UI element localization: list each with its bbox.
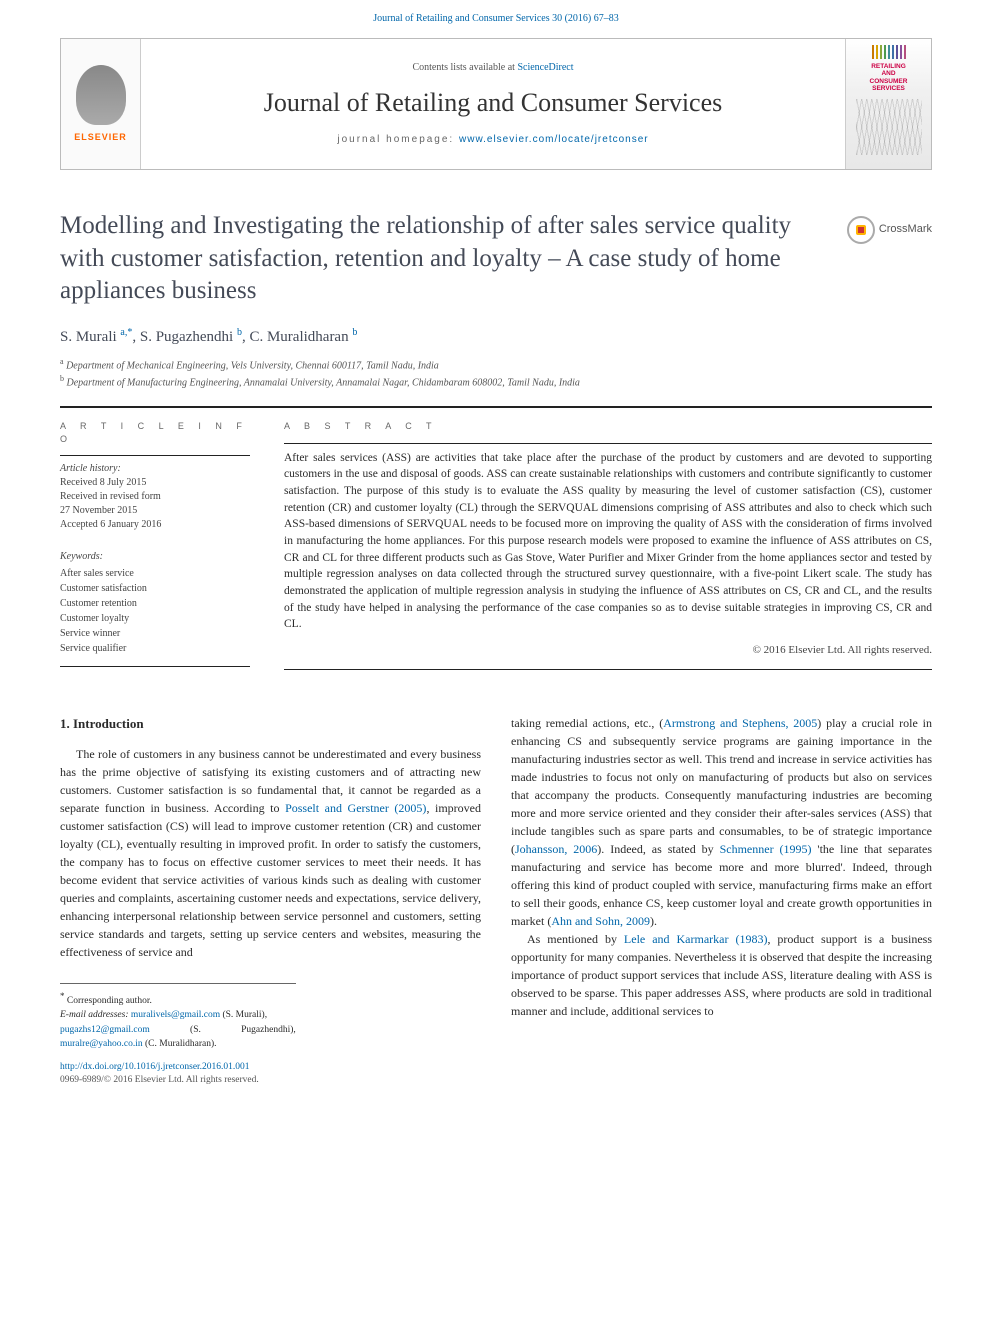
cover-mesh-graphic bbox=[856, 99, 922, 155]
divider bbox=[284, 443, 932, 444]
article-info-block: A R T I C L E I N F O Article history: R… bbox=[60, 420, 250, 675]
citation-link[interactable]: Johansson, 2006 bbox=[515, 842, 597, 856]
body-column-right: taking remedial actions, etc., (Armstron… bbox=[511, 714, 932, 1052]
author-2: S. Pugazhendhi b bbox=[140, 329, 242, 345]
divider bbox=[284, 669, 932, 670]
cover-title: RETAILING AND CONSUMER SERVICES bbox=[870, 63, 908, 93]
body-paragraph: As mentioned by Lele and Karmarkar (1983… bbox=[511, 930, 932, 1020]
article-title: Modelling and Investigating the relation… bbox=[60, 210, 827, 308]
citation-link[interactable]: Schmenner (1995) bbox=[720, 842, 812, 856]
keywords-label: Keywords: bbox=[60, 550, 250, 564]
crossmark-badge[interactable]: CrossMark bbox=[847, 216, 932, 244]
elsevier-tree-icon bbox=[76, 65, 126, 125]
divider bbox=[60, 406, 932, 408]
article-history-label: Article history: bbox=[60, 462, 250, 476]
citation-link[interactable]: Ahn and Sohn, 2009 bbox=[551, 914, 650, 928]
keyword: After sales service bbox=[60, 566, 250, 581]
abstract-text: After sales services (ASS) are activitie… bbox=[284, 450, 932, 633]
journal-name: Journal of Retailing and Consumer Servic… bbox=[151, 85, 835, 121]
keyword: Customer loyalty bbox=[60, 611, 250, 626]
divider bbox=[60, 455, 250, 456]
email-addresses: E-mail addresses: muralivels@gmail.com (… bbox=[60, 1008, 296, 1051]
email-link[interactable]: pugazhs12@gmail.com bbox=[60, 1025, 150, 1035]
history-line: 27 November 2015 bbox=[60, 504, 250, 518]
homepage-link[interactable]: www.elsevier.com/locate/jretconser bbox=[459, 134, 649, 145]
journal-homepage-line: journal homepage: www.elsevier.com/locat… bbox=[151, 133, 835, 147]
affiliations: a Department of Mechanical Engineering, … bbox=[60, 356, 932, 391]
issn-copyright: 0969-6989/© 2016 Elsevier Ltd. All right… bbox=[60, 1074, 932, 1087]
homepage-label: journal homepage: bbox=[337, 134, 459, 145]
citation-link[interactable]: Posselt and Gerstner (2005) bbox=[285, 801, 426, 815]
body-columns: 1. Introduction The role of customers in… bbox=[60, 714, 932, 1052]
elsevier-logo: ELSEVIER bbox=[61, 39, 141, 169]
crossmark-label: CrossMark bbox=[879, 222, 932, 237]
contents-lists-label: Contents lists available at bbox=[412, 62, 517, 73]
history-line: Accepted 6 January 2016 bbox=[60, 518, 250, 532]
header-center: Contents lists available at ScienceDirec… bbox=[141, 53, 845, 155]
email-link[interactable]: muralivels@gmail.com bbox=[131, 1010, 220, 1020]
body-paragraph: taking remedial actions, etc., (Armstron… bbox=[511, 714, 932, 930]
keyword: Customer retention bbox=[60, 596, 250, 611]
journal-cover-thumbnail: RETAILING AND CONSUMER SERVICES bbox=[845, 39, 931, 169]
footnotes: * Corresponding author. E-mail addresses… bbox=[60, 983, 296, 1051]
history-line: Received 8 July 2015 bbox=[60, 476, 250, 490]
section-heading: 1. Introduction bbox=[60, 714, 481, 734]
elsevier-wordmark: ELSEVIER bbox=[74, 131, 127, 144]
keyword: Customer satisfaction bbox=[60, 581, 250, 596]
crossmark-icon bbox=[847, 216, 875, 244]
abstract-block: A B S T R A C T After sales services (AS… bbox=[284, 420, 932, 675]
authors-line: S. Murali a,*, S. Pugazhendhi b, C. Mura… bbox=[60, 326, 932, 348]
email-link[interactable]: muralre@yahoo.co.in bbox=[60, 1039, 143, 1049]
article-info-heading: A R T I C L E I N F O bbox=[60, 420, 250, 445]
corresponding-author-note: * Corresponding author. bbox=[60, 990, 296, 1008]
author-3: C. Muralidharan b bbox=[249, 329, 357, 345]
keywords-list: After sales service Customer satisfactio… bbox=[60, 566, 250, 656]
history-line: Received in revised form bbox=[60, 490, 250, 504]
affiliation-b: b Department of Manufacturing Engineerin… bbox=[60, 373, 932, 390]
author-1: S. Murali a,* bbox=[60, 329, 132, 345]
body-paragraph: The role of customers in any business ca… bbox=[60, 745, 481, 961]
abstract-heading: A B S T R A C T bbox=[284, 420, 932, 433]
doi-link[interactable]: http://dx.doi.org/10.1016/j.jretconser.2… bbox=[60, 1062, 250, 1072]
journal-citation: Journal of Retailing and Consumer Servic… bbox=[0, 0, 992, 32]
journal-header: ELSEVIER Contents lists available at Sci… bbox=[60, 38, 932, 170]
body-column-left: 1. Introduction The role of customers in… bbox=[60, 714, 481, 1052]
divider bbox=[60, 666, 250, 667]
keyword: Service qualifier bbox=[60, 641, 250, 656]
doi-issn-block: http://dx.doi.org/10.1016/j.jretconser.2… bbox=[60, 1061, 932, 1088]
affiliation-a: a Department of Mechanical Engineering, … bbox=[60, 356, 932, 373]
abstract-copyright: © 2016 Elsevier Ltd. All rights reserved… bbox=[284, 643, 932, 658]
cover-bars-icon bbox=[872, 45, 906, 59]
keyword: Service winner bbox=[60, 626, 250, 641]
sciencedirect-link[interactable]: ScienceDirect bbox=[517, 62, 573, 73]
citation-link[interactable]: Lele and Karmarkar (1983) bbox=[624, 932, 768, 946]
citation-link[interactable]: Armstrong and Stephens, 2005 bbox=[663, 716, 817, 730]
contents-lists-line: Contents lists available at ScienceDirec… bbox=[151, 61, 835, 75]
